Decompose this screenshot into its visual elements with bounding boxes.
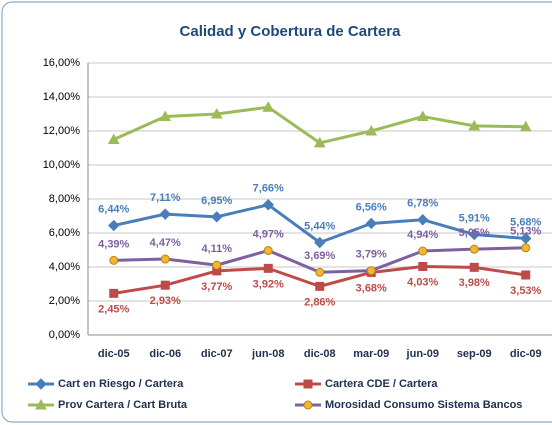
marker bbox=[262, 101, 275, 112]
marker bbox=[109, 255, 119, 265]
chart-title: Calidad y Cobertura de Cartera bbox=[180, 23, 402, 40]
marker bbox=[35, 378, 47, 390]
data-label: 4,11% bbox=[201, 243, 232, 255]
y-tick-label: 12,00% bbox=[43, 125, 81, 137]
x-tick-label: dic-05 bbox=[98, 348, 130, 360]
data-label: 6,44% bbox=[98, 203, 129, 215]
data-label: 3,79% bbox=[356, 248, 387, 260]
marker bbox=[303, 379, 313, 389]
y-tick-label: 6,00% bbox=[49, 227, 80, 239]
data-label: 4,03% bbox=[407, 276, 438, 288]
marker bbox=[107, 133, 120, 144]
data-label: 4,39% bbox=[98, 238, 129, 250]
marker bbox=[365, 124, 378, 136]
marker bbox=[108, 219, 120, 232]
marker bbox=[160, 254, 170, 264]
marker bbox=[417, 214, 429, 226]
x-tick-label: mar-09 bbox=[353, 348, 389, 360]
marker bbox=[469, 244, 479, 254]
data-label: 5,44% bbox=[304, 220, 335, 232]
legend-label: Prov Cartera / Cart Bruta bbox=[58, 399, 188, 411]
x-tick-label: dic-06 bbox=[149, 348, 181, 360]
x-tick-label: dic-07 bbox=[201, 348, 233, 360]
marker bbox=[211, 211, 223, 223]
marker bbox=[160, 280, 170, 290]
data-label: 2,45% bbox=[98, 303, 129, 315]
marker bbox=[35, 398, 47, 410]
marker bbox=[263, 263, 273, 273]
data-label: 2,86% bbox=[304, 296, 335, 308]
y-tick-label: 14,00% bbox=[43, 91, 81, 103]
data-label: 4,97% bbox=[253, 228, 284, 240]
data-label: 5,68% bbox=[510, 216, 541, 228]
y-tick-label: 10,00% bbox=[43, 159, 81, 171]
legend-label: Cart en Riesgo / Cartera bbox=[58, 378, 184, 390]
legend-label: Cartera CDE / Cartera bbox=[325, 378, 438, 390]
data-label: 5,13% bbox=[510, 226, 541, 238]
marker bbox=[418, 261, 428, 271]
data-label: 7,66% bbox=[253, 183, 284, 195]
marker bbox=[365, 217, 377, 230]
marker bbox=[521, 243, 531, 253]
data-label: 4,94% bbox=[407, 229, 438, 241]
data-label: 3,53% bbox=[510, 285, 541, 297]
data-label: 3,92% bbox=[253, 278, 284, 290]
data-label: 3,68% bbox=[356, 282, 387, 294]
marker bbox=[263, 246, 273, 256]
marker bbox=[468, 228, 480, 241]
marker bbox=[468, 119, 481, 131]
data-label: 2,93% bbox=[150, 295, 181, 307]
marker bbox=[366, 266, 376, 276]
x-tick-label: dic-09 bbox=[510, 348, 542, 360]
y-tick-label: 16,00% bbox=[43, 57, 81, 69]
y-tick-label: 4,00% bbox=[49, 261, 80, 273]
y-tick-label: 2,00% bbox=[49, 295, 80, 307]
marker bbox=[212, 260, 222, 270]
data-label: 6,56% bbox=[356, 201, 387, 213]
marker bbox=[315, 267, 325, 277]
data-label: 5,05% bbox=[459, 227, 490, 239]
y-tick-label: 0,00% bbox=[49, 329, 80, 341]
data-label: 4,47% bbox=[150, 237, 181, 249]
data-label: 6,78% bbox=[407, 198, 438, 210]
data-label: 7,11% bbox=[150, 192, 181, 204]
marker bbox=[303, 400, 313, 410]
marker bbox=[416, 110, 429, 122]
marker bbox=[313, 136, 326, 148]
marker bbox=[469, 262, 479, 272]
data-label: 3,77% bbox=[201, 281, 232, 293]
marker bbox=[159, 110, 172, 122]
data-label: 5,91% bbox=[459, 212, 490, 224]
data-label: 6,95% bbox=[201, 195, 232, 207]
marker bbox=[314, 236, 326, 249]
x-tick-label: jun-08 bbox=[251, 348, 284, 360]
x-tick-label: dic-08 bbox=[304, 348, 336, 360]
x-tick-label: jun-09 bbox=[406, 348, 439, 360]
legend-label: Morosidad Consumo Sistema Bancos bbox=[325, 399, 522, 411]
marker bbox=[262, 199, 274, 211]
marker bbox=[418, 246, 428, 256]
y-tick-label: 8,00% bbox=[49, 193, 80, 205]
x-tick-label: sep-09 bbox=[457, 348, 492, 360]
marker bbox=[521, 270, 531, 280]
data-label: 3,98% bbox=[459, 277, 490, 289]
marker bbox=[159, 208, 171, 220]
marker bbox=[109, 288, 119, 298]
marker bbox=[210, 107, 223, 119]
marker bbox=[315, 281, 325, 291]
marker bbox=[519, 120, 532, 132]
data-label: 3,69% bbox=[304, 250, 335, 262]
